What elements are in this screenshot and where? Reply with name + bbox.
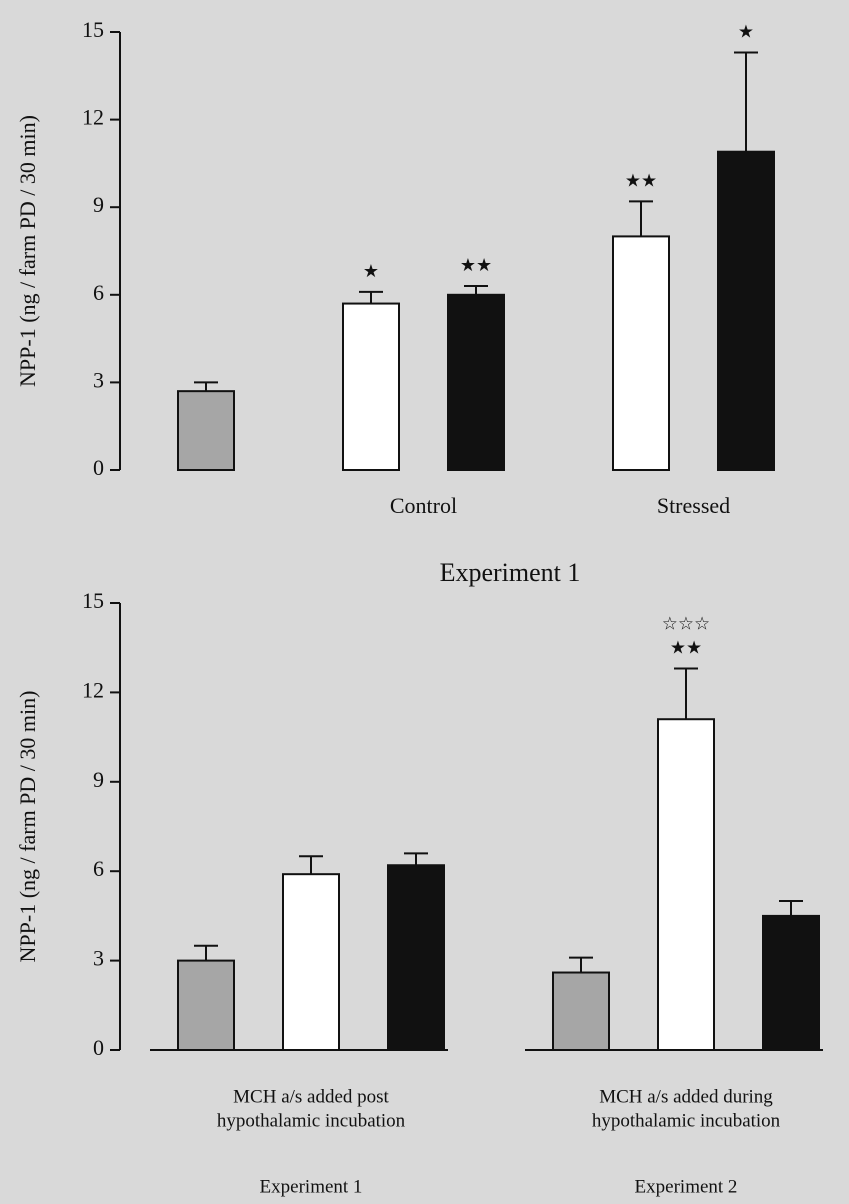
bar [282, 873, 340, 1051]
bar [447, 293, 505, 471]
significance-mark: ★★ [460, 255, 492, 276]
bar [387, 864, 445, 1051]
bar [612, 235, 670, 471]
y-tick-label: 6 [93, 280, 104, 305]
bar [342, 302, 400, 471]
category-label: Stressed [657, 493, 730, 518]
category-label: MCH a/s added post [233, 1086, 389, 1107]
y-tick-label: 9 [93, 767, 104, 792]
category-label: hypothalamic incubation [217, 1110, 406, 1131]
significance-mark: ★★ [625, 170, 657, 191]
y-axis-label: NPP-1 (ng / farm PD / 30 min) [15, 115, 40, 387]
y-tick-label: 15 [82, 17, 104, 42]
category-label: MCH a/s added during [599, 1086, 773, 1107]
significance-mark: ★ [738, 21, 754, 42]
significance-mark: ★ [363, 261, 379, 282]
bar [717, 150, 775, 471]
y-tick-label: 15 [82, 588, 104, 613]
y-tick-label: 3 [93, 367, 104, 392]
y-tick-label: 0 [93, 455, 104, 480]
y-tick-label: 9 [93, 192, 104, 217]
significance-mark: ★★ [670, 638, 702, 659]
y-axis-label: NPP-1 (ng / farm PD / 30 min) [15, 691, 40, 963]
bar [177, 390, 235, 471]
bar [762, 914, 820, 1052]
y-tick-label: 12 [82, 105, 104, 130]
y-tick-label: 0 [93, 1035, 104, 1060]
y-tick-label: 6 [93, 856, 104, 881]
bar [177, 959, 235, 1051]
y-tick-label: 12 [82, 677, 104, 702]
group-label: Experiment 2 [635, 1176, 738, 1197]
bar [552, 971, 610, 1052]
bar [657, 718, 715, 1051]
category-label: hypothalamic incubation [592, 1110, 781, 1131]
group-label: Experiment 1 [260, 1176, 363, 1197]
y-tick-label: 3 [93, 946, 104, 971]
category-label: Control [390, 493, 457, 518]
significance-mark: ☆☆☆ [662, 614, 710, 635]
x-axis-label: Experiment 1 [440, 558, 581, 587]
